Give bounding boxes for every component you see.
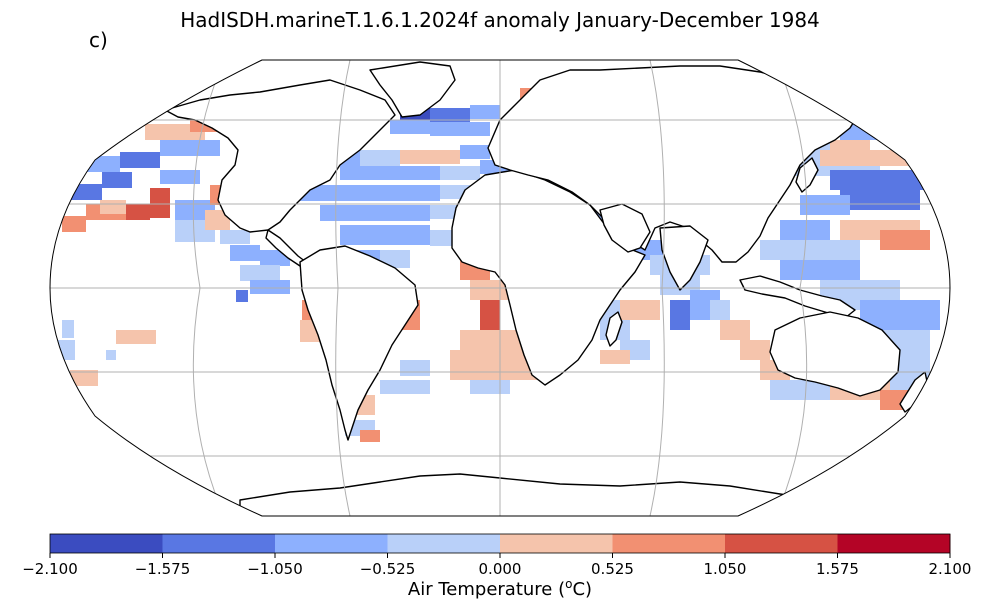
colorbar-bin — [612, 534, 726, 553]
panel-label: c) — [89, 28, 108, 52]
anomaly-cell — [380, 250, 410, 268]
anomaly-cell — [80, 156, 120, 172]
anomaly-cell — [205, 210, 230, 230]
anomaly-cell — [150, 188, 170, 218]
anomaly-cell — [830, 140, 870, 154]
anomaly-cell — [780, 220, 830, 240]
anomaly-cell — [360, 430, 380, 442]
globe-outline — [49, 59, 951, 517]
anomaly-cell — [106, 350, 116, 360]
anomaly-cell — [840, 190, 920, 210]
colorbar-label-unit: C) — [572, 579, 593, 600]
anomaly-cell — [830, 170, 930, 190]
eurasia — [487, 65, 861, 263]
anomaly-cell — [430, 108, 470, 122]
colorbar-tick-label: −1.050 — [247, 560, 303, 578]
anomaly-cell — [400, 360, 430, 376]
anomaly-cell — [620, 300, 660, 320]
anomaly-cell — [670, 300, 690, 330]
colorbar-tick-label: −2.100 — [22, 560, 78, 578]
anomaly-cell — [600, 350, 630, 364]
anomaly-cell — [710, 300, 730, 320]
greenland — [369, 61, 456, 118]
colorbar-bin — [275, 534, 388, 553]
anomaly-cell — [62, 320, 74, 338]
anomaly-cell — [240, 265, 280, 281]
anomaly-cell — [126, 204, 150, 220]
anomaly-cell — [400, 185, 440, 201]
colorbar-label: Air Temperature (oC) — [0, 577, 1000, 600]
anomaly-cell — [340, 185, 400, 201]
colorbar-tick-label: 1.575 — [816, 560, 859, 578]
anomaly-cell — [160, 170, 200, 184]
colorbar-bin — [837, 534, 951, 553]
anomaly-cell — [380, 166, 440, 180]
anomaly-cell — [480, 300, 500, 330]
south-america — [299, 245, 419, 441]
colorbar-tick-label: 2.100 — [929, 560, 972, 578]
anomaly-cell — [380, 225, 430, 245]
graticule — [50, 60, 950, 516]
colorbar-bin — [162, 534, 276, 553]
anomaly-cell — [62, 216, 86, 232]
north-america — [164, 79, 396, 233]
anomaly-cell — [390, 120, 430, 134]
anomaly-cell — [160, 140, 220, 156]
map-title: HadISDH.marineT.1.6.1.2024f anomaly Janu… — [180, 8, 820, 32]
colorbar-tick-label: 0.000 — [479, 560, 522, 578]
anomaly-cell — [720, 320, 750, 340]
colorbar-bin — [50, 534, 163, 553]
anomaly-cell — [236, 290, 248, 302]
anomaly-cell — [116, 330, 156, 344]
colorbar-tick-label: −1.575 — [135, 560, 191, 578]
colorbar-bin — [387, 534, 501, 553]
india — [659, 225, 709, 291]
anomaly-cell — [70, 370, 98, 386]
arabia — [599, 203, 651, 253]
anomaly-cell — [760, 240, 810, 260]
anomaly-cell — [102, 172, 132, 188]
anomaly-cell — [470, 380, 510, 394]
anomaly-cell — [800, 240, 860, 260]
colorbar-bin — [500, 534, 613, 553]
anomaly-cell — [740, 340, 770, 360]
japan — [795, 157, 819, 193]
anomaly-cell — [100, 200, 126, 214]
anomaly-cell — [430, 122, 490, 136]
colorbar-tick-label: 1.050 — [704, 560, 747, 578]
anomaly-cell — [800, 195, 850, 215]
anomaly-cell — [770, 380, 830, 400]
madagascar — [605, 311, 623, 347]
anomaly-cell — [460, 145, 490, 159]
anomaly-cell — [340, 225, 380, 245]
colorbar-label-sup: o — [565, 577, 573, 591]
anomaly-cell — [320, 205, 370, 221]
anomaly-cell — [340, 166, 380, 180]
anomaly-cell — [230, 245, 260, 261]
anomaly-cell — [880, 230, 930, 250]
australia — [769, 311, 901, 397]
anomaly-cell — [220, 230, 250, 244]
anomaly-cell — [440, 166, 480, 180]
anomaly-cell — [780, 260, 860, 280]
anomaly-cell — [250, 280, 290, 294]
anomaly-cell — [120, 152, 160, 168]
colorbar-bin — [725, 534, 838, 553]
anomaly-cell — [430, 205, 460, 219]
anomaly-cell — [400, 150, 460, 164]
colorbar-tick-label: −0.525 — [360, 560, 416, 578]
anomaly-cell — [370, 205, 430, 221]
colorbar-ticks: −2.100 −1.575 −1.050 −0.525 0.000 0.525 1.050 1… — [22, 553, 971, 578]
anomaly-cell — [360, 150, 400, 166]
maritime-se-asia — [739, 275, 856, 319]
colorbar — [50, 534, 951, 553]
colorbar-tick-label: 0.525 — [591, 560, 634, 578]
anomaly-cell — [62, 184, 102, 200]
anomaly-cell — [470, 105, 500, 119]
anomaly-cell — [380, 380, 430, 394]
colorbar-label-text: Air Temperature ( — [407, 579, 566, 600]
